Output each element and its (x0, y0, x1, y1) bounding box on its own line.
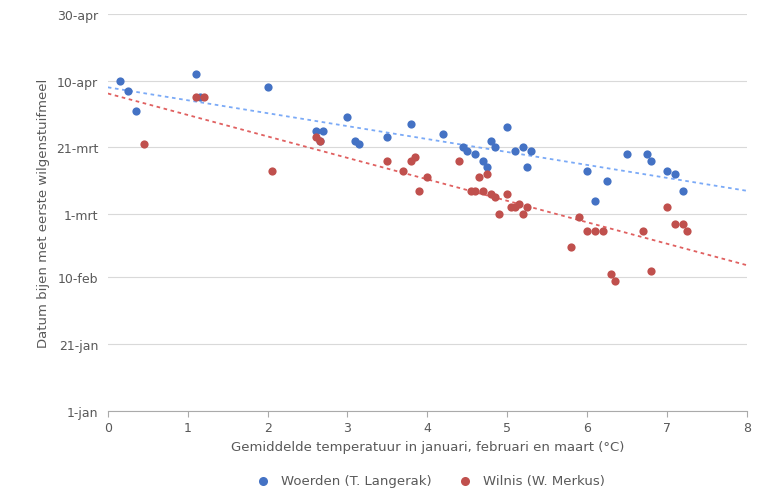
Woerden (T. Langerak) (261, 84, 274, 92)
Woerden (T. Langerak) (457, 144, 470, 152)
Y-axis label: Datum bijen met eerste wilgenstuifmeel: Datum bijen met eerste wilgenstuifmeel (37, 79, 50, 347)
Woerden (T. Langerak) (589, 197, 601, 205)
Woerden (T. Langerak) (437, 131, 450, 139)
Woerden (T. Langerak) (317, 127, 330, 135)
Wilnis (W. Merkus) (573, 214, 585, 222)
Wilnis (W. Merkus) (138, 141, 150, 149)
Woerden (T. Langerak) (677, 187, 689, 195)
Woerden (T. Langerak) (193, 94, 206, 102)
Wilnis (W. Merkus) (513, 200, 525, 208)
Wilnis (W. Merkus) (489, 194, 501, 202)
Woerden (T. Langerak) (485, 137, 497, 145)
Wilnis (W. Merkus) (637, 227, 649, 235)
Wilnis (W. Merkus) (197, 94, 209, 102)
Wilnis (W. Merkus) (481, 171, 494, 179)
Wilnis (W. Merkus) (677, 220, 689, 228)
Woerden (T. Langerak) (405, 121, 417, 129)
Wilnis (W. Merkus) (565, 244, 578, 252)
Wilnis (W. Merkus) (266, 167, 278, 175)
Wilnis (W. Merkus) (381, 157, 393, 165)
Woerden (T. Langerak) (581, 167, 593, 175)
Woerden (T. Langerak) (381, 134, 393, 142)
Woerden (T. Langerak) (129, 108, 142, 116)
Woerden (T. Langerak) (661, 167, 673, 175)
Woerden (T. Langerak) (189, 71, 202, 79)
Wilnis (W. Merkus) (397, 167, 410, 175)
Wilnis (W. Merkus) (517, 210, 529, 218)
Woerden (T. Langerak) (310, 127, 322, 135)
Woerden (T. Langerak) (517, 144, 529, 152)
Wilnis (W. Merkus) (644, 267, 657, 275)
Woerden (T. Langerak) (501, 124, 514, 132)
Wilnis (W. Merkus) (473, 174, 485, 182)
Wilnis (W. Merkus) (313, 137, 326, 145)
Wilnis (W. Merkus) (681, 227, 693, 235)
Wilnis (W. Merkus) (485, 190, 497, 198)
Wilnis (W. Merkus) (605, 271, 618, 279)
Wilnis (W. Merkus) (469, 187, 481, 195)
Woerden (T. Langerak) (350, 137, 362, 145)
Woerden (T. Langerak) (353, 141, 366, 149)
Wilnis (W. Merkus) (493, 210, 505, 218)
Woerden (T. Langerak) (525, 147, 537, 155)
Woerden (T. Langerak) (601, 177, 613, 185)
Woerden (T. Langerak) (114, 78, 126, 86)
Woerden (T. Langerak) (521, 164, 534, 172)
Wilnis (W. Merkus) (669, 220, 681, 228)
Wilnis (W. Merkus) (477, 187, 490, 195)
Wilnis (W. Merkus) (505, 204, 517, 212)
Woerden (T. Langerak) (621, 151, 633, 159)
Wilnis (W. Merkus) (501, 190, 514, 198)
Woerden (T. Langerak) (122, 88, 134, 96)
Wilnis (W. Merkus) (661, 204, 673, 212)
Woerden (T. Langerak) (641, 151, 653, 159)
Woerden (T. Langerak) (341, 114, 353, 122)
Legend: Woerden (T. Langerak), Wilnis (W. Merkus): Woerden (T. Langerak), Wilnis (W. Merkus… (244, 469, 611, 492)
Woerden (T. Langerak) (509, 147, 521, 155)
Wilnis (W. Merkus) (409, 154, 421, 162)
Wilnis (W. Merkus) (413, 187, 426, 195)
Wilnis (W. Merkus) (421, 174, 434, 182)
Woerden (T. Langerak) (461, 147, 474, 155)
Wilnis (W. Merkus) (521, 204, 534, 212)
Woerden (T. Langerak) (481, 164, 494, 172)
Wilnis (W. Merkus) (581, 227, 593, 235)
Woerden (T. Langerak) (644, 157, 657, 165)
Woerden (T. Langerak) (477, 157, 490, 165)
Wilnis (W. Merkus) (597, 227, 609, 235)
Woerden (T. Langerak) (669, 171, 681, 179)
Wilnis (W. Merkus) (589, 227, 601, 235)
Wilnis (W. Merkus) (310, 134, 322, 142)
Wilnis (W. Merkus) (609, 277, 621, 285)
Woerden (T. Langerak) (489, 144, 501, 152)
Woerden (T. Langerak) (313, 137, 326, 145)
Wilnis (W. Merkus) (465, 187, 477, 195)
Wilnis (W. Merkus) (509, 204, 521, 212)
Woerden (T. Langerak) (469, 151, 481, 159)
Wilnis (W. Merkus) (405, 157, 417, 165)
Wilnis (W. Merkus) (189, 94, 202, 102)
Wilnis (W. Merkus) (453, 157, 465, 165)
X-axis label: Gemiddelde temperatuur in januari, februari en maart (°C): Gemiddelde temperatuur in januari, febru… (231, 440, 624, 453)
